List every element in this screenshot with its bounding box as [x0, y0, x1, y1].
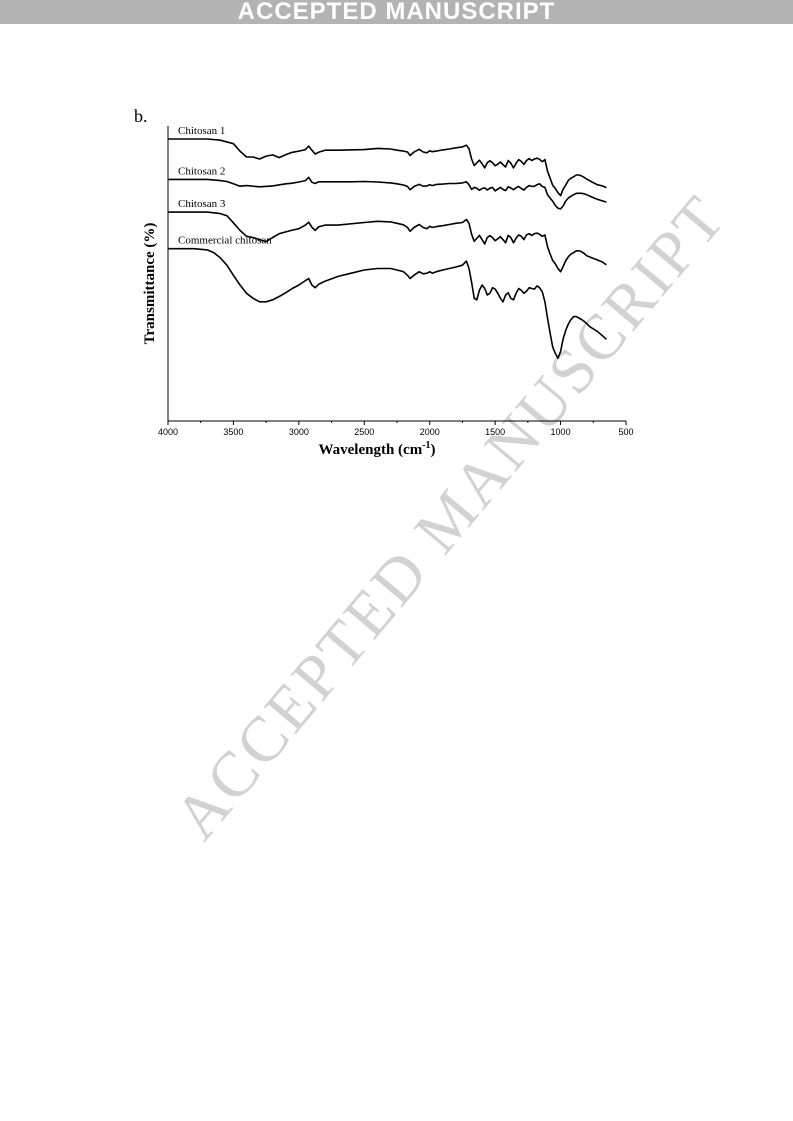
series-label-4: Commercial chitosan — [178, 235, 272, 247]
x-axis: 4000 3500 3000 2500 2000 1500 1000 500 — [158, 421, 634, 437]
x-tick-label: 500 — [618, 427, 633, 437]
series-labels: Chitosan 1 Chitosan 2 Chitosan 3 Commercial… — [178, 125, 272, 247]
y-axis-title: Transmittance (%) — [142, 223, 158, 345]
x-tick-label: 3000 — [289, 427, 309, 437]
banner-text: ACCEPTED MANUSCRIPT — [237, 0, 556, 24]
x-axis-title-superscript: -1 — [422, 440, 430, 451]
x-tick-label: 4000 — [158, 427, 178, 437]
series-layer — [168, 138, 607, 359]
series-line-1 — [168, 138, 607, 197]
x-tick-label: 1000 — [551, 427, 571, 437]
series-label-1: Chitosan 1 — [178, 125, 225, 137]
x-axis-title: Wavelength (cm-1) — [318, 440, 435, 458]
series-label-2: Chitosan 2 — [178, 165, 225, 177]
panel-label: b. — [134, 106, 148, 126]
series-line-2 — [168, 176, 607, 210]
x-tick-label: 2000 — [420, 427, 440, 437]
series-line-3 — [168, 211, 607, 273]
x-tick-label: 2500 — [354, 427, 374, 437]
x-tick-label: 3500 — [223, 427, 243, 437]
x-axis-title-close: ) — [431, 442, 436, 458]
x-axis-title-main: Wavelength (cm — [318, 442, 422, 458]
series-line-4 — [168, 247, 607, 359]
plot-area — [167, 126, 626, 422]
accepted-manuscript-banner: ACCEPTED MANUSCRIPT — [0, 0, 793, 24]
ftir-spectrum-chart: 4000 3500 3000 2500 2000 1500 1000 500 Chitosan… — [134, 106, 634, 458]
series-label-3: Chitosan 3 — [178, 198, 226, 210]
x-tick-label: 1500 — [485, 427, 505, 437]
